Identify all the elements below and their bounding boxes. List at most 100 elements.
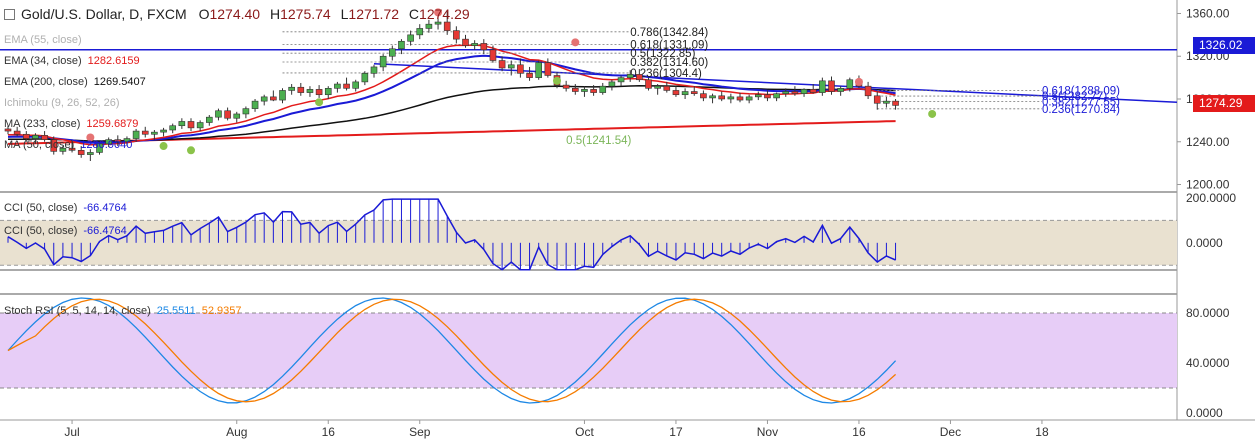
candle-body [462,38,469,46]
candle-body [398,40,405,50]
stoch-rsi-legend[interactable]: Stoch RSI (5, 5, 14, 14, close) 25.5511 52… [4,305,247,317]
time-tick-label: Dec [940,425,961,439]
stoch-d-value: 52.9357 [201,305,242,317]
fib-label: 0.382(1277.55) [1042,97,1120,109]
legend-ema200-label: EMA (200, close) [4,76,88,88]
candle-body [636,74,643,81]
fib-label: 0.618(1288.09) [1042,85,1120,97]
candle-body [782,91,790,94]
candle-body [828,80,835,92]
signal-dot [553,76,561,85]
candle-body [416,28,424,36]
candle-body [892,100,899,106]
candle-body [50,139,58,152]
time-tick-label: Nov [757,425,778,439]
candle-body [22,133,30,139]
rsi-axis-label: 40.0000 [1186,356,1230,370]
candle-body [736,96,744,101]
candle-body [864,85,872,97]
price-tick-label: 1360.00 [1186,6,1230,20]
collapse-icon[interactable] [4,8,15,20]
candle-body [700,93,707,99]
stoch-k-value: 25.5511 [156,305,196,317]
cci-legend-2[interactable]: CCI (50, close) -66.4764 [4,225,133,237]
signal-dot [571,38,580,47]
candle-body [718,95,726,100]
candle-body [562,84,570,89]
time-tick-label: 16 [852,425,866,439]
candle-body [773,93,780,99]
fib-label: 0.5(1241.54) [566,135,631,147]
legend-ema34-value: 1282.6159 [87,55,140,67]
stoch-d-line [7,298,897,403]
last-price-label: 1274.29 [1193,95,1255,112]
legend-ma50[interactable]: MA (50, close) 1280.9040 [4,139,138,151]
legend-ma233-label: MA (233, close) [4,118,81,130]
candle-body [96,143,103,153]
legend-ichimoku[interactable]: Ichimoku (9, 26, 52, 26) [4,97,126,109]
candle-body [379,55,387,68]
signal-dot [187,146,195,155]
candle-body [608,81,616,87]
candle-body [581,89,588,92]
candle-body [745,96,753,101]
candle-body [196,122,204,129]
price-tick-label: 1200.00 [1186,178,1230,192]
candle-body [809,89,817,93]
candle-body [206,116,213,123]
legend-ema55[interactable]: EMA (55, close) [4,34,88,46]
candle-body [32,135,39,139]
cci-legend-1[interactable]: CCI (50, close) -66.4764 [4,202,133,214]
candle-body [517,64,524,74]
candle-body [617,77,625,83]
legend-ema34[interactable]: EMA (34, close) 1282.6159 [4,55,146,67]
candle-body [480,43,488,51]
candle-body [672,90,680,96]
candle-body [626,74,634,78]
signal-dot [86,133,95,142]
signal-dot [928,109,937,118]
cci-label-1: CCI (50, close) [4,202,78,214]
close-key: C [408,6,420,22]
legend-ema200[interactable]: EMA (200, close) 1269.5407 [4,76,152,88]
ema34-line [7,44,896,146]
fib-label: 0.236(1304.4) [630,68,702,80]
resistance-price-label: 1326.02 [1193,37,1255,54]
candle-body [324,88,332,96]
rsi-axis-label: 0.0000 [1186,406,1223,420]
stoch-rsi-label: Stoch RSI (5, 5, 14, 14, close) [4,305,151,317]
cci-band [0,220,1177,266]
legend-ema55-label: EMA (55, close) [4,34,82,46]
time-tick-label: Sep [409,425,431,439]
time-tick-label: 16 [322,425,336,439]
fib-label: 0.618(1331.09) [630,39,708,51]
symbol-label: Gold/U.S. Dollar, D, FXCM [21,6,187,22]
candle-body [498,60,506,69]
candle-body [288,86,295,91]
ma50-line [7,54,896,144]
high-key: H [269,6,281,22]
signal-dot [434,8,443,17]
candle-body [233,113,241,119]
candle-body [709,95,716,99]
candle-body [279,90,286,101]
candle-body [846,79,854,89]
candle-body [754,94,762,98]
candle-body [315,89,323,96]
candle-body [654,85,661,89]
candle-body [837,88,844,92]
signal-dot [315,98,324,107]
candle-body [68,147,76,151]
candle-body [370,66,378,74]
candle-body [13,130,21,135]
time-tick-label: 18 [1035,425,1049,439]
candle-body [764,94,771,99]
candle-body [471,43,478,46]
candle-body [334,83,341,89]
candle-body [690,91,698,94]
candle-body [178,121,186,127]
legend-ma233[interactable]: MA (233, close) 1259.6879 [4,118,144,130]
open-value: 1274.40 [209,6,261,22]
candle-body [681,91,689,96]
